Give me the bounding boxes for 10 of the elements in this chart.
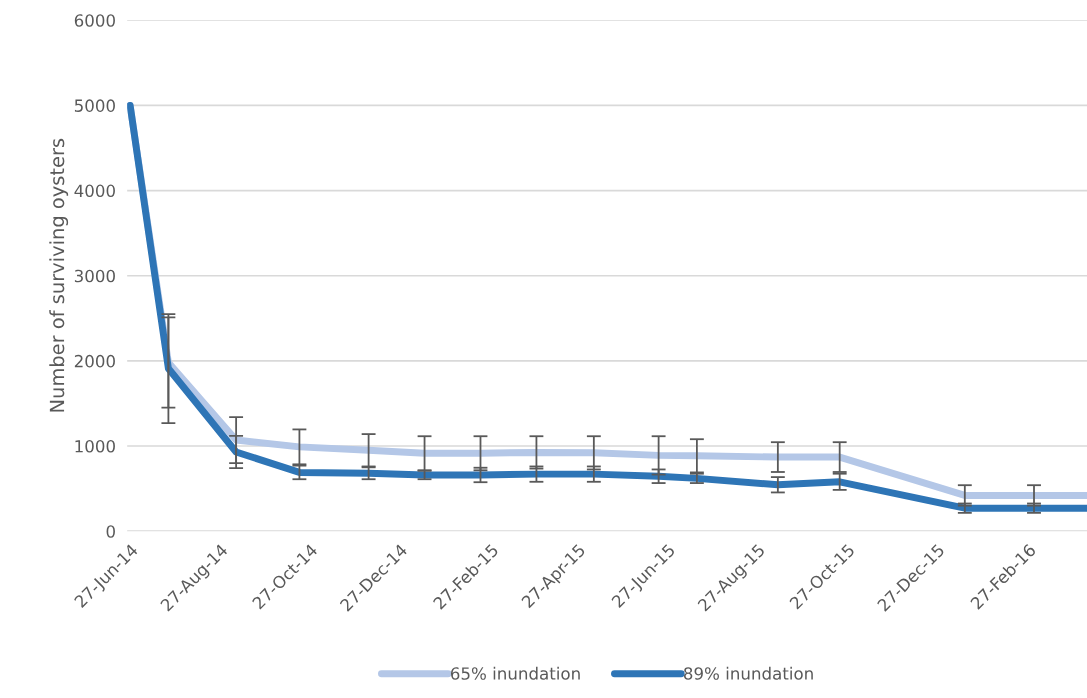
y-tick-label: 5000 — [74, 99, 115, 112]
y-tick-label: 1000 — [75, 439, 115, 453]
y-tick-label: 0 — [106, 525, 115, 538]
y-tick-label: 4000 — [74, 184, 115, 198]
y-axis-title: Number of surviving oysters — [49, 138, 69, 412]
legend-label: 89% inundation — [683, 666, 813, 680]
y-tick-label: 3000 — [74, 269, 115, 283]
legend-label: 65% inundation — [450, 666, 580, 680]
y-tick-label: 2000 — [74, 354, 115, 368]
y-tick-label: 6000 — [74, 14, 115, 27]
